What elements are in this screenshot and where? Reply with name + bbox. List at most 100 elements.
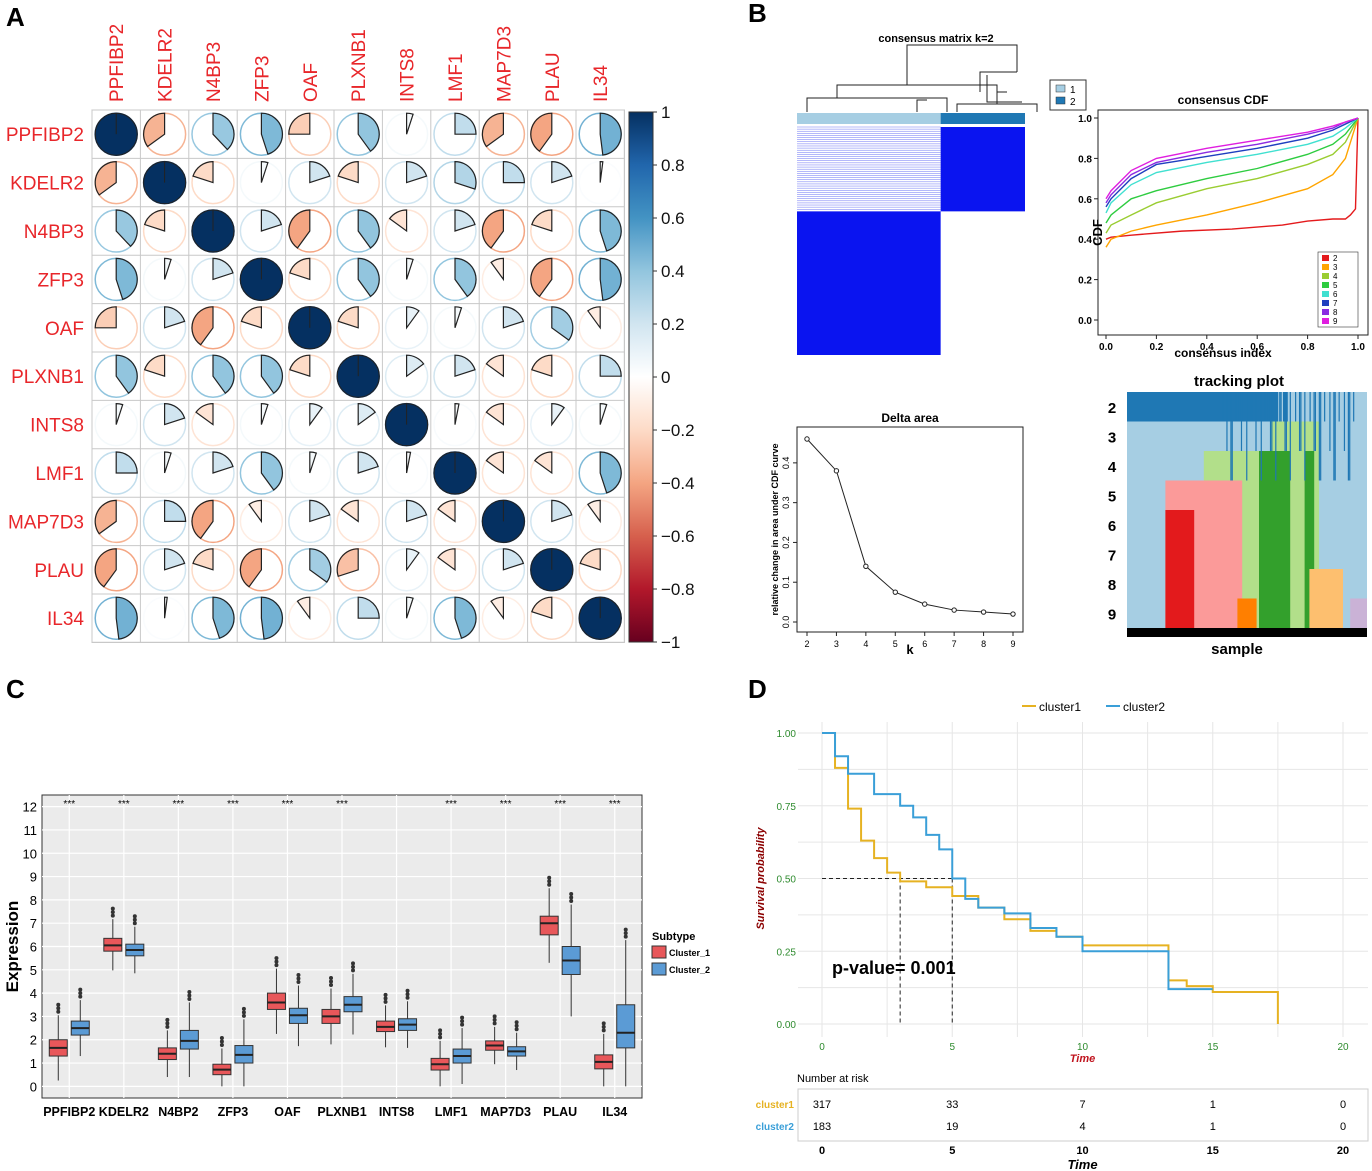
pie-wedge <box>115 402 124 425</box>
cdf-line-k4 <box>1105 117 1359 234</box>
cdf-legend-label: 4 <box>1333 272 1338 281</box>
pie-wedge <box>357 596 380 619</box>
col-label-oaf: OAF <box>301 63 322 102</box>
panel-d: 0.000.250.500.751.000 5 10 15 20TimeSurvival… <box>755 700 1369 1171</box>
pie-wedge <box>260 354 283 395</box>
delta-point <box>922 601 928 607</box>
box-outlier <box>274 956 279 961</box>
boxplot-ytick-label: 9 <box>30 870 37 885</box>
risk-xtick-label: 5 <box>949 1145 955 1157</box>
tracking-row-label: 9 <box>1108 606 1116 623</box>
boxplot-xtick-label: PLAU <box>543 1105 577 1119</box>
box-outlier <box>492 1014 497 1019</box>
delta-xtick-label: 4 <box>863 639 868 649</box>
pie-wedge <box>309 548 332 583</box>
delta-point <box>833 468 840 474</box>
delta-point <box>980 609 987 615</box>
box-outlier <box>329 982 333 987</box>
boxplot-xtick-label: LMF1 <box>435 1105 468 1119</box>
row-label-plau: PLAU <box>34 561 84 582</box>
pie-wedge <box>192 548 214 571</box>
box-outlier <box>351 968 355 973</box>
pie-wedge <box>164 306 186 329</box>
pie-wedge <box>454 354 476 378</box>
boxplot-xtick-label: INTS8 <box>379 1105 414 1119</box>
cdf-legend-label: 8 <box>1333 308 1338 317</box>
box-outlier <box>514 1023 519 1028</box>
box-outlier <box>438 1031 443 1036</box>
pie-wedge <box>454 257 477 298</box>
pie-wedge <box>248 499 262 524</box>
delta-xtick-label: 8 <box>981 639 986 649</box>
risk-value: 19 <box>946 1121 958 1133</box>
colorbar-tick-label: −0.4 <box>661 474 695 493</box>
pie-wedge <box>357 209 380 249</box>
box-outlier <box>78 987 83 992</box>
cdf-line-k5 <box>1105 117 1359 224</box>
cdf-legend-swatch <box>1322 273 1329 279</box>
panel-b: consensus matrix k=212 consensus CDF0.00.… <box>770 33 1369 658</box>
pie-wedge <box>490 257 504 282</box>
box-outlier <box>438 1035 443 1040</box>
box-outlier <box>132 914 137 919</box>
delta-xtick-label: 5 <box>893 639 898 649</box>
pie-wedge <box>192 160 214 184</box>
cdf-xlabel: consensus index <box>1174 346 1272 360</box>
boxplot-ytick-label: 12 <box>23 800 37 815</box>
pie-wedge <box>260 402 269 425</box>
cdf-xtick-label: 0.2 <box>1149 342 1163 353</box>
cdf-ytick-label: 0.2 <box>1078 276 1092 287</box>
pie-wedge <box>309 499 331 523</box>
cdf-legend-swatch <box>1322 309 1329 315</box>
boxplot-xtick-label: IL34 <box>602 1105 627 1119</box>
risk-value: 317 <box>813 1099 831 1111</box>
boxplot-xtick-label: ZFP3 <box>218 1105 249 1119</box>
cdf-xtick-label: 0.4 <box>1200 342 1214 353</box>
pie-wedge <box>531 209 553 232</box>
box-outlier <box>110 910 115 915</box>
km-xlabel: Time <box>1070 1053 1095 1065</box>
cdf-ytick-label: 0.6 <box>1078 195 1092 206</box>
significance-mark: *** <box>554 799 566 810</box>
tracking-block <box>1350 598 1367 628</box>
pie-wedge <box>340 499 359 523</box>
consensus-title: consensus matrix k=2 <box>878 33 993 45</box>
risk-xtick-label: 20 <box>1337 1145 1349 1157</box>
km-xtick-label: 5 <box>949 1042 955 1053</box>
pie-wedge <box>454 160 477 190</box>
pie-wedge <box>337 306 359 329</box>
delta-frame <box>796 426 1024 633</box>
delta-point <box>1010 611 1016 617</box>
cluster-legend-swatch-2 <box>1055 96 1066 105</box>
col-label-n4bp3: N4BP3 <box>204 42 225 102</box>
boxplot-ytick-label: 10 <box>23 846 37 861</box>
tracking-title: tracking plot <box>1194 373 1284 390</box>
cdf-title: consensus CDF <box>1178 93 1269 107</box>
box-outlier <box>547 882 552 887</box>
pie-wedge <box>289 354 311 378</box>
delta-line <box>806 438 1014 615</box>
pie-wedge <box>94 499 117 535</box>
km-xtick-label: 15 <box>1207 1042 1219 1053</box>
pie-wedge <box>599 354 622 377</box>
delta-point <box>863 563 869 570</box>
boxplot-legend-label: Cluster_1 <box>669 948 710 958</box>
dendrogram-branch <box>986 75 1022 103</box>
pie-wedge <box>260 160 269 183</box>
pie-wedge <box>164 257 172 280</box>
row-label-lmf1: LMF1 <box>35 464 84 485</box>
col-label-zfp3: ZFP3 <box>252 56 273 102</box>
pie-wedge <box>164 499 187 522</box>
panel-label-a: A <box>6 2 25 32</box>
pie-wedge <box>260 112 283 155</box>
km-legend-label-2: cluster2 <box>1123 700 1165 714</box>
pie-wedge <box>309 451 318 474</box>
panel-c: 0123456789101112PPFIBP2***KDELR2***N4BP2… <box>3 794 710 1119</box>
delta-xtick-label: 7 <box>952 639 957 649</box>
pie-wedge <box>599 257 622 301</box>
cdf-legend-swatch <box>1322 255 1329 261</box>
pie-wedge <box>406 160 428 184</box>
tracking-row-label: 5 <box>1108 488 1116 505</box>
km-xtick-label: 0 <box>819 1042 825 1053</box>
